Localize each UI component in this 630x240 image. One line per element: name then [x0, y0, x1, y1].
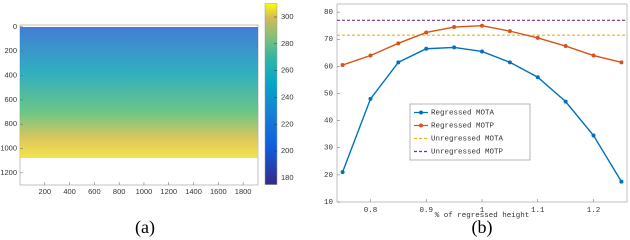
x-tick-label: 1 — [480, 207, 485, 215]
y-tick-label: 50 — [324, 90, 334, 98]
x-tick-label: 800 — [113, 187, 126, 196]
x-tick-label: 1.1 — [531, 207, 545, 215]
y-tick-label: 20 — [324, 172, 334, 180]
caption: (b) — [472, 217, 493, 238]
legend-label: Regressed MOTA — [431, 109, 495, 117]
colorbar-tick-label: 200 — [281, 146, 294, 155]
point — [368, 53, 373, 58]
y-tick-label: 1200 — [0, 168, 17, 177]
y-tick-label: 80 — [324, 9, 334, 17]
point — [619, 179, 624, 184]
y-tick-label: 70 — [324, 36, 334, 44]
point — [424, 30, 429, 35]
y-tick-label: 400 — [4, 70, 17, 79]
x-tick-label: 0.8 — [364, 207, 378, 215]
y-tick-label: 200 — [4, 46, 17, 55]
x-tick-label: 200 — [39, 187, 52, 196]
x-tick-label: 0.9 — [419, 207, 433, 215]
x-tick-label: 1.2 — [587, 207, 601, 215]
x-axis-label: % of regressed height — [435, 212, 530, 220]
x-tick-label: 600 — [88, 187, 101, 196]
point — [452, 45, 457, 50]
colorbar-tick-label: 260 — [281, 66, 294, 75]
point — [480, 23, 484, 28]
colorbar-tick-label: 220 — [281, 119, 294, 128]
point — [507, 60, 512, 65]
point — [507, 29, 512, 34]
point — [591, 53, 596, 58]
colorbar — [264, 3, 278, 185]
heatmap-image — [20, 27, 258, 158]
legend-box — [409, 103, 531, 161]
caption: (a) — [135, 217, 155, 238]
point — [368, 96, 373, 101]
y-tick-label: 800 — [4, 119, 17, 128]
x-tick-label: 1800 — [235, 187, 252, 196]
point — [452, 25, 457, 30]
legend-label: Regressed MOTP — [431, 122, 495, 130]
point — [396, 41, 401, 46]
x-tick-label: 1200 — [160, 187, 177, 196]
y-tick-label: 30 — [324, 145, 334, 153]
legend-label: Unregressed MOTP — [431, 148, 504, 156]
colorbar-tick-label: 240 — [281, 92, 294, 101]
x-tick-label: 1000 — [136, 187, 153, 196]
y-tick-label: 0 — [13, 22, 17, 31]
y-tick-label: 60 — [324, 63, 334, 71]
colorbar-tick-label: 180 — [281, 173, 294, 182]
x-tick-label: 400 — [63, 187, 76, 196]
point — [563, 44, 568, 49]
point — [340, 63, 345, 68]
point — [480, 49, 484, 54]
y-tick-label: 600 — [4, 95, 17, 104]
legend-marker — [419, 123, 423, 128]
legend-label: Unregressed MOTA — [431, 135, 504, 143]
point — [535, 35, 540, 40]
point — [396, 60, 401, 65]
y-tick-label: 1000 — [0, 143, 17, 152]
y-tick-label: 10 — [324, 199, 334, 207]
x-tick-label: 1400 — [185, 187, 202, 196]
colorbar-tick-label: 280 — [281, 39, 294, 48]
point — [535, 75, 540, 80]
axes-frame — [336, 3, 628, 203]
point — [340, 170, 345, 175]
x-tick-label: 1600 — [210, 187, 227, 196]
legend-marker — [419, 110, 423, 115]
point — [424, 46, 429, 51]
y-tick-label: 40 — [324, 118, 334, 126]
point — [591, 133, 596, 138]
colorbar-tick-label: 300 — [281, 12, 294, 21]
point — [563, 99, 568, 104]
point — [619, 60, 624, 65]
